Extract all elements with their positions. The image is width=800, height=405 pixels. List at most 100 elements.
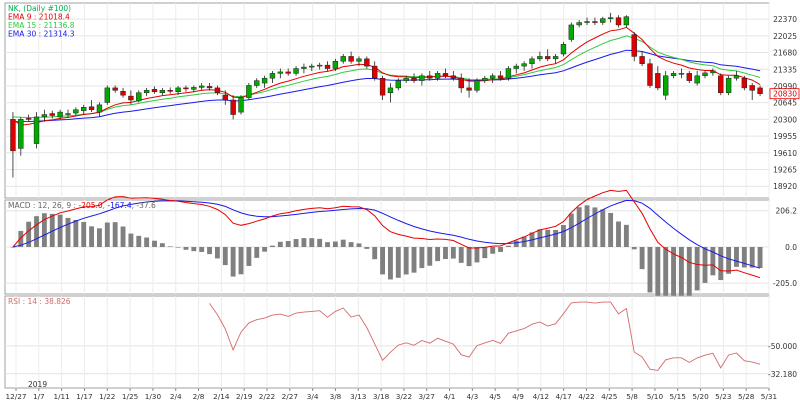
candle (560, 41, 567, 57)
candle (442, 68, 449, 79)
macd-line (12, 189, 761, 279)
candle (10, 112, 16, 178)
macd-hist-bar (734, 247, 739, 267)
macd-hist-bar (152, 240, 157, 247)
candle-body-up (136, 92, 142, 102)
candle (647, 58, 653, 88)
macd-hist-bar (277, 241, 283, 247)
candle (175, 85, 181, 96)
candle (372, 61, 378, 81)
candle-body-up (568, 24, 575, 40)
macd-hist-bar (671, 247, 676, 304)
candle (112, 85, 118, 93)
candle (88, 100, 95, 113)
candle (529, 56, 535, 69)
macd-hist-bar (214, 247, 220, 259)
candle-body-up (560, 44, 567, 55)
candle (718, 73, 724, 96)
macd-hist-bar (136, 235, 142, 247)
macd-hist-bar (293, 239, 299, 247)
candle-body-up (521, 63, 527, 67)
macd-hist-bar (616, 221, 621, 247)
macd-hist-bar (757, 247, 763, 269)
x-tick-label: 1/30 (145, 392, 162, 401)
candle (450, 70, 457, 81)
price-panel-frame (4, 2, 770, 199)
candle-body-up (81, 107, 87, 111)
macd-hist-bar (647, 247, 653, 293)
candle (18, 116, 24, 156)
rsi-tick-label: -50.000 (768, 342, 797, 351)
x-tick-label: 1/11 (53, 392, 69, 401)
macd-hist-bar (317, 238, 323, 247)
x-tick-label: 4/12 (533, 392, 549, 401)
candle-body-down (647, 63, 653, 86)
candle-body-up (623, 16, 630, 26)
x-tick-label: 3/13 (350, 392, 367, 401)
candle (749, 83, 755, 100)
macd-hist-bar (694, 247, 700, 291)
candle (57, 109, 63, 120)
rsi-legend: RSI : 14 : 38.826 (8, 297, 71, 306)
candle-body-up (301, 66, 307, 69)
macd-hist-bar (545, 229, 551, 247)
candle (332, 58, 339, 71)
candle (73, 107, 79, 116)
candle (143, 87, 150, 97)
x-tick-label: 3/8 (330, 392, 342, 401)
x-tick-label: 2/4 (170, 392, 182, 401)
macd-hist-bar (18, 230, 24, 247)
rsi-legend-entry: RSI : 14 : 38.826 (8, 297, 71, 306)
macd-hist-bar (576, 207, 582, 247)
candle (356, 56, 362, 67)
candle (167, 87, 173, 94)
candle-body-down (427, 75, 433, 79)
candle (482, 75, 488, 84)
macd-legend: MACD : 12, 26, 9 : -205.0, -167.4, -37.6 (8, 201, 156, 210)
candle (340, 54, 346, 64)
candle-body-up (419, 75, 425, 81)
macd-hist-bar (222, 247, 228, 266)
macd-hist-bar (159, 243, 165, 247)
candle-body-down (592, 21, 598, 23)
candle (261, 75, 268, 88)
macd-legend-part: -205.0 (78, 201, 102, 210)
candle-body-down (450, 75, 457, 79)
candle (25, 114, 32, 122)
x-tick-label: 2/8 (193, 392, 205, 401)
macd-hist-bar (490, 247, 496, 254)
candle (615, 15, 622, 28)
candle-body-down (411, 77, 417, 81)
candle (183, 85, 189, 92)
candle (497, 70, 504, 81)
candle (639, 51, 645, 67)
macd-legend-part: MACD : 12, 26, 9 : (8, 201, 78, 210)
candle (725, 75, 732, 96)
last-price-label: 20830 (773, 90, 797, 99)
macd-hist-bar (364, 247, 370, 249)
macd-hist-bar (561, 225, 566, 247)
candle-body-down (167, 90, 173, 92)
x-tick-label: 5/20 (692, 392, 709, 401)
candle (757, 85, 763, 97)
macd-hist-bar (568, 213, 574, 247)
candle (631, 32, 637, 62)
macd-hist-bar (482, 247, 488, 259)
candle (670, 70, 677, 79)
macd-hist-bar (419, 247, 425, 269)
candle-body-down (214, 87, 221, 93)
candle-body-up (356, 58, 362, 62)
macd-hist-bar (26, 221, 32, 247)
x-tick-label: 12/27 (5, 392, 26, 401)
macd-hist-bar (128, 233, 134, 247)
candle-body-down (741, 77, 748, 89)
candle-body-up (18, 119, 24, 149)
candle (387, 83, 394, 103)
candle (238, 95, 244, 115)
price-tick-label: 20300 (773, 115, 797, 124)
candle (159, 87, 166, 96)
price-legend-entry: EMA 9 : 21018.4 (8, 13, 70, 22)
macd-legend-part: -167.4 (107, 201, 131, 210)
candle (552, 54, 559, 64)
candle-body-up (57, 111, 63, 118)
